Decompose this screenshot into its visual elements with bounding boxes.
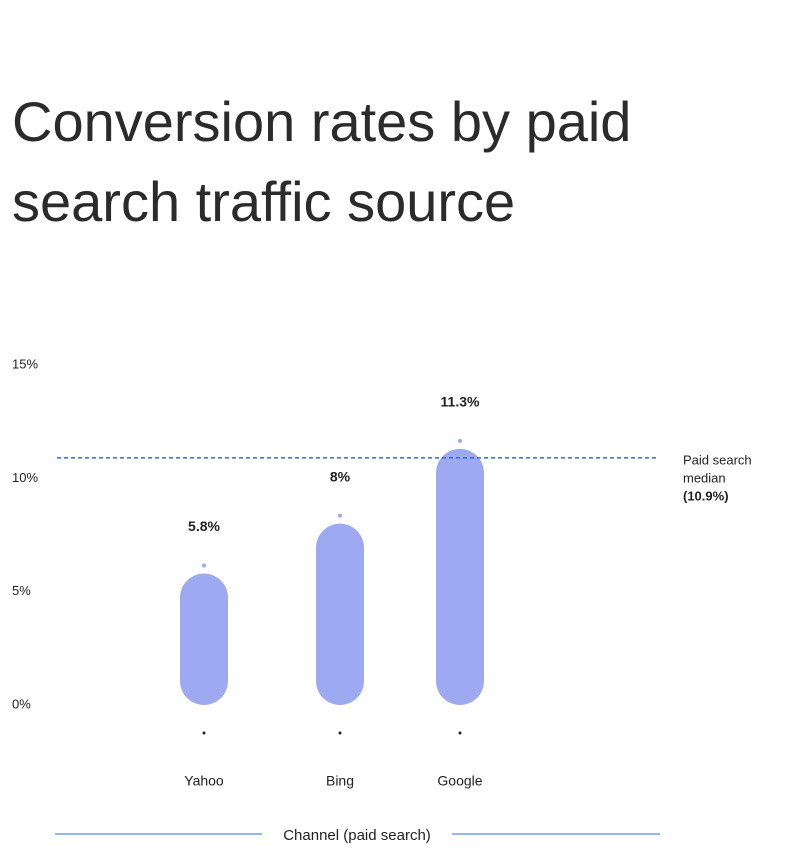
chart-title: search traffic source	[12, 170, 515, 233]
value-dot	[458, 438, 462, 443]
x-tick-label: Yahoo	[184, 773, 224, 789]
median-label: (10.9%)	[683, 488, 729, 503]
y-tick-label: 0%	[12, 696, 31, 711]
y-tick-label: 10%	[12, 470, 38, 485]
x-tick-label: Bing	[326, 773, 354, 789]
category-dot	[338, 731, 342, 735]
category-dot	[458, 731, 462, 735]
y-tick-label: 5%	[12, 583, 31, 598]
value-label: 5.8%	[188, 518, 220, 534]
bar	[436, 448, 484, 705]
chart-title: Conversion rates by paid	[12, 90, 631, 153]
bar	[180, 573, 228, 705]
bar	[316, 523, 364, 705]
value-dot	[202, 563, 206, 568]
median-text: Paid search	[683, 452, 752, 467]
value-dot	[338, 513, 342, 518]
x-tick-label: Google	[437, 773, 482, 789]
value-label: 8%	[330, 468, 351, 484]
y-tick-label: 15%	[12, 356, 38, 371]
value-label: 11.3%	[441, 394, 480, 410]
category-dot	[202, 731, 206, 735]
x-axis-title: Channel (paid search)	[283, 827, 431, 844]
median-text: median	[683, 470, 726, 485]
